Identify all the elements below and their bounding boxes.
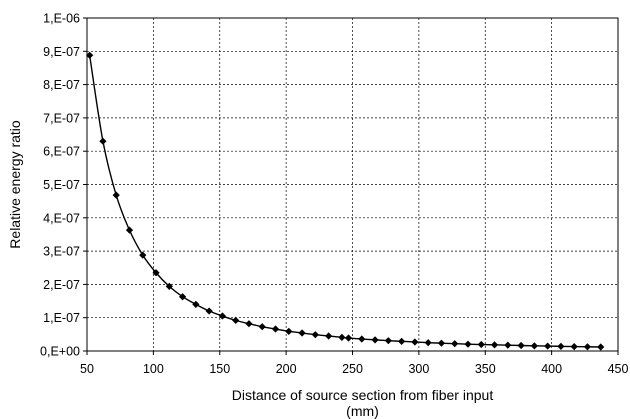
y-axis-title: Relative energy ratio: [7, 120, 23, 249]
x-tick-label: 150: [209, 362, 230, 376]
data-point-marker: [557, 342, 565, 350]
data-point-marker: [192, 300, 200, 308]
y-tick-label: 2,E-07: [43, 278, 80, 292]
y-tick-label: 9,E-07: [43, 45, 80, 59]
data-point-marker: [232, 316, 240, 324]
x-tick-label: 350: [475, 362, 496, 376]
data-point-marker: [384, 337, 392, 345]
y-tick-label: 5,E-07: [43, 178, 80, 192]
data-point-marker: [245, 320, 253, 328]
grid: [87, 18, 618, 351]
x-tick-label: 200: [276, 362, 297, 376]
data-point-marker: [411, 338, 419, 346]
y-tick-label: 1,E-07: [43, 311, 80, 325]
x-tick-label: 100: [143, 362, 164, 376]
data-point-marker: [178, 293, 187, 301]
y-tick-label: 6,E-07: [43, 145, 80, 159]
x-tick-label: 400: [541, 362, 562, 376]
data-point-marker: [139, 251, 147, 259]
data-point-marker: [298, 329, 306, 337]
data-point-marker: [570, 343, 578, 351]
data-point-marker: [218, 312, 227, 320]
data-point-marker: [165, 282, 173, 290]
y-tick-label: 8,E-07: [43, 78, 80, 92]
data-point-marker: [338, 333, 346, 341]
data-point-marker: [464, 340, 472, 348]
data-point-marker: [358, 335, 366, 343]
data-point-marker: [344, 334, 353, 342]
data-point-marker: [517, 341, 525, 350]
data-point-marker: [152, 269, 160, 277]
data-point-marker: [544, 342, 552, 350]
data-point-marker: [398, 337, 406, 345]
y-tick-label: 4,E-07: [43, 211, 80, 225]
data-point-marker: [477, 340, 485, 349]
data-point-marker: [86, 51, 94, 59]
data-point-marker: [490, 341, 499, 349]
data-point-marker: [285, 327, 293, 335]
data-point-marker: [583, 343, 592, 351]
series-markers: [86, 51, 605, 351]
data-point-marker: [437, 339, 446, 347]
data-point-marker: [258, 323, 266, 331]
data-point-marker: [597, 343, 605, 351]
y-tick-label: 0,E+00: [40, 345, 80, 359]
y-tick-label: 3,E-07: [43, 245, 80, 259]
x-tick-label: 250: [342, 362, 363, 376]
x-tick-label: 300: [408, 362, 429, 376]
y-tick-label: 1,E-06: [43, 12, 80, 26]
x-tick-label: 50: [80, 362, 94, 376]
data-point-marker: [371, 336, 379, 344]
data-point-marker: [271, 325, 280, 333]
series-line: [88, 55, 601, 348]
data-point-marker: [311, 331, 319, 339]
data-point-marker: [325, 332, 333, 340]
data-point-marker: [451, 340, 459, 348]
data-point-marker: [205, 307, 213, 315]
x-axis-unit: (mm): [346, 403, 379, 419]
data-point-marker: [504, 341, 512, 349]
data-point-marker: [424, 339, 432, 347]
data-point-marker: [99, 137, 107, 145]
data-point-marker: [125, 226, 134, 234]
y-axis-ticks: 0,E+00 1,E-07 2,E-07 3,E-07 4,E-07 5,E-07 6,E-…: [40, 12, 87, 359]
x-tick-label: 450: [608, 362, 629, 376]
data-point-marker: [530, 342, 538, 350]
y-tick-label: 7,E-07: [43, 111, 80, 125]
x-axis-title: Distance of source section from fiber in…: [232, 387, 494, 403]
x-axis-ticks: 50 100 150 200 250 300 350 400 450: [80, 351, 628, 376]
data-point-marker: [112, 191, 120, 199]
